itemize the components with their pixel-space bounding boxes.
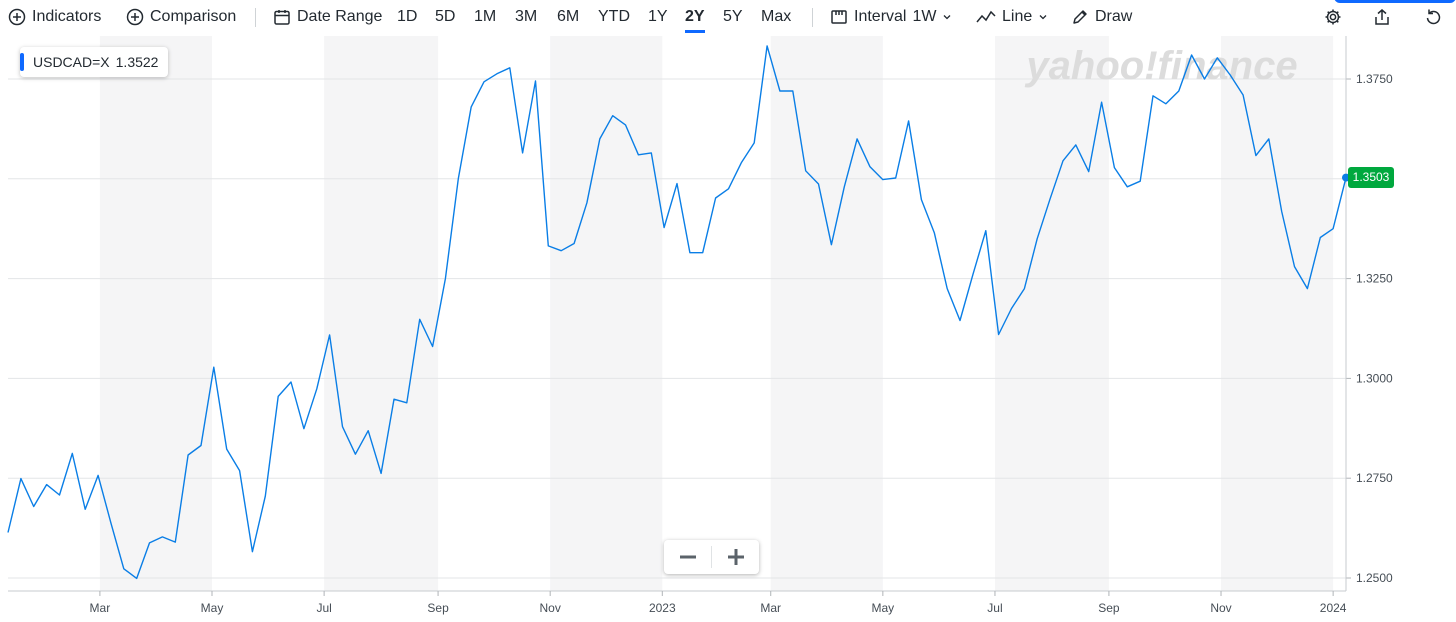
- y-tick-label: 1.3250: [1356, 272, 1393, 286]
- range-1y[interactable]: 1Y: [648, 8, 668, 25]
- interval-value: 1W: [912, 8, 937, 25]
- shaded-period-band: [770, 36, 883, 591]
- date-range-label: Date Range: [297, 8, 383, 25]
- indicators-button[interactable]: Indicators: [8, 0, 101, 34]
- usdcad-line-chart[interactable]: yahoo!finance 1.2500 1.2750 1.3000 1.3250 1.…: [0, 34, 1456, 622]
- interval-icon: [831, 10, 847, 24]
- minus-icon: [679, 555, 696, 559]
- interval-button[interactable]: Interval 1W: [830, 0, 952, 34]
- shaded-period-band: [99, 36, 213, 591]
- x-tick-label: Jul: [316, 601, 331, 615]
- plus-icon: [727, 549, 744, 565]
- draw-label: Draw: [1095, 8, 1133, 25]
- current-price-tag: 1.3503: [1348, 167, 1394, 189]
- range-3m[interactable]: 3M: [515, 8, 538, 25]
- x-tick-label: Nov: [1210, 601, 1231, 615]
- x-tick-label: 2024: [1320, 601, 1347, 615]
- chevron-down-icon: [1039, 15, 1047, 20]
- y-tick-label: 1.2500: [1356, 571, 1393, 585]
- range-1m[interactable]: 1M: [474, 8, 497, 25]
- zoom-divider: [711, 546, 712, 568]
- top-action-strip[interactable]: [1334, 0, 1456, 3]
- share-button[interactable]: [1374, 0, 1390, 34]
- pencil-icon: [1073, 10, 1087, 24]
- indicators-label: Indicators: [32, 8, 102, 25]
- x-tick-label: Sep: [427, 601, 449, 615]
- interval-label: Interval: [854, 8, 907, 25]
- plus-circle-icon: [126, 8, 144, 26]
- draw-button[interactable]: Draw: [1071, 0, 1132, 34]
- reset-icon: [1426, 9, 1441, 25]
- comparison-label: Comparison: [150, 8, 237, 25]
- x-tick-label: Sep: [1098, 601, 1120, 615]
- x-tick-label: Mar: [90, 601, 111, 615]
- chart-type-button[interactable]: Line: [976, 0, 1048, 34]
- x-tick-label: Nov: [540, 601, 561, 615]
- calendar-icon: [274, 10, 290, 25]
- zoom-out-button[interactable]: [664, 540, 711, 574]
- shaded-period-band: [994, 36, 1109, 591]
- share-icon: [1375, 9, 1389, 25]
- x-tick-label: Mar: [760, 601, 781, 615]
- range-1d[interactable]: 1D: [397, 8, 418, 25]
- chart-type-label: Line: [1002, 8, 1033, 25]
- shaded-period-band: [1221, 36, 1334, 591]
- range-6m[interactable]: 6M: [557, 8, 580, 25]
- line-chart-icon: [976, 10, 996, 23]
- toolbar-divider: [812, 8, 813, 27]
- toolbar-divider: [255, 8, 256, 27]
- legend-value: 1.3522: [115, 54, 159, 70]
- y-tick-label: 1.3000: [1356, 371, 1393, 385]
- x-tick-label: May: [872, 601, 895, 615]
- usdcad-price-line[interactable]: [7, 45, 1347, 580]
- y-tick-label: 1.2750: [1356, 471, 1393, 485]
- gear-icon: [1325, 9, 1341, 25]
- chart-toolbar: Indicators Comparison Date Range 1D 5D 1…: [0, 0, 1456, 34]
- range-2y[interactable]: 2Y: [685, 0, 705, 34]
- x-tick-label: 2023: [649, 601, 676, 615]
- series-legend[interactable]: USDCAD=X 1.3522: [20, 47, 169, 77]
- range-5y[interactable]: 5Y: [723, 8, 743, 25]
- zoom-in-button[interactable]: [712, 540, 759, 574]
- range-5d[interactable]: 5D: [435, 8, 456, 25]
- legend-color-marker: [20, 53, 24, 71]
- plus-circle-icon: [8, 8, 26, 26]
- comparison-button[interactable]: Comparison: [126, 0, 236, 34]
- date-range-button[interactable]: Date Range: [273, 0, 382, 34]
- yahoo-finance-watermark: yahoo!finance: [1024, 44, 1297, 88]
- settings-button[interactable]: [1324, 0, 1342, 34]
- x-tick-label: Jul: [987, 601, 1002, 615]
- chevron-down-icon: [944, 15, 951, 20]
- range-max[interactable]: Max: [761, 8, 792, 25]
- x-tick-label: May: [201, 601, 224, 615]
- reset-button[interactable]: [1424, 0, 1442, 34]
- zoom-controls: [664, 540, 759, 574]
- legend-symbol: USDCAD=X: [33, 54, 110, 70]
- shaded-period-band: [550, 36, 663, 591]
- y-tick-label: 1.3750: [1356, 72, 1393, 86]
- shaded-period-band: [324, 36, 439, 591]
- range-ytd[interactable]: YTD: [598, 8, 630, 25]
